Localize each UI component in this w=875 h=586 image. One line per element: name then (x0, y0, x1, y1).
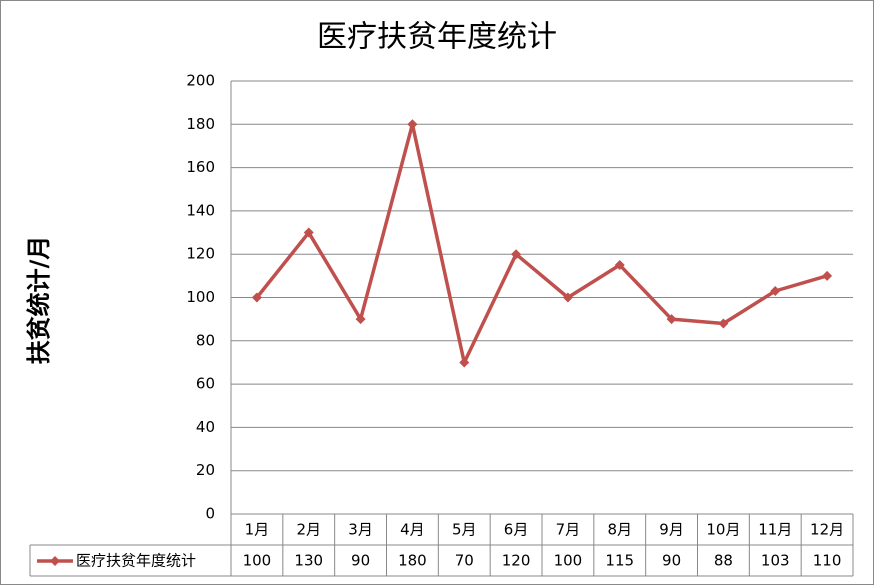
table-value: 70 (455, 552, 474, 570)
x-tick-label: 11月 (758, 521, 792, 539)
point-marker (718, 318, 729, 329)
y-tick-label: 0 (205, 505, 215, 523)
table-value: 130 (294, 552, 323, 570)
x-tick-label: 12月 (810, 521, 844, 539)
legend-marker (50, 556, 60, 566)
table-value: 103 (761, 552, 790, 570)
chart-title: 医疗扶贫年度统计 (317, 20, 557, 55)
point-marker (303, 227, 314, 238)
point-marker (666, 314, 677, 325)
y-tick-label: 140 (186, 201, 215, 219)
y-tick-label: 60 (196, 375, 215, 393)
y-tick-label: 80 (196, 331, 215, 349)
x-tick-label: 9月 (659, 521, 684, 539)
point-marker (459, 357, 470, 368)
point-marker (770, 286, 781, 297)
point-marker (822, 270, 833, 281)
table-value: 90 (662, 552, 681, 570)
x-tick-label: 10月 (706, 521, 740, 539)
table-value: 120 (502, 552, 531, 570)
y-tick-label: 160 (186, 158, 215, 176)
legend-label: 医疗扶贫年度统计 (76, 552, 196, 570)
x-tick-label: 3月 (348, 521, 373, 539)
point-marker (511, 249, 522, 260)
point-marker (355, 314, 366, 325)
x-tick-label: 5月 (452, 521, 477, 539)
y-tick-label: 120 (186, 245, 215, 263)
table-value: 100 (554, 552, 583, 570)
y-tick-label: 20 (196, 461, 215, 479)
series-line (255, 122, 828, 365)
x-tick-label: 7月 (556, 521, 581, 539)
point-marker (614, 260, 625, 271)
x-tick-label: 6月 (504, 521, 529, 539)
y-tick-label: 100 (186, 288, 215, 306)
y-tick-label: 200 (186, 72, 215, 90)
table-value: 90 (351, 552, 370, 570)
y-tick-label: 180 (186, 115, 215, 133)
table-value: 88 (714, 552, 733, 570)
point-marker (251, 292, 262, 303)
y-tick-label: 40 (196, 418, 215, 436)
x-tick-label: 8月 (607, 521, 632, 539)
x-tick-label: 2月 (296, 521, 321, 539)
point-marker (562, 292, 573, 303)
x-tick-label: 4月 (400, 521, 425, 539)
table-value: 110 (813, 552, 842, 570)
x-tick-label: 1月 (245, 521, 270, 539)
table-value: 180 (398, 552, 427, 570)
point-marker (407, 119, 418, 130)
table-value: 100 (243, 552, 272, 570)
y-axis-label: 扶贫统计/月 (25, 236, 53, 365)
table-value: 115 (605, 552, 634, 570)
